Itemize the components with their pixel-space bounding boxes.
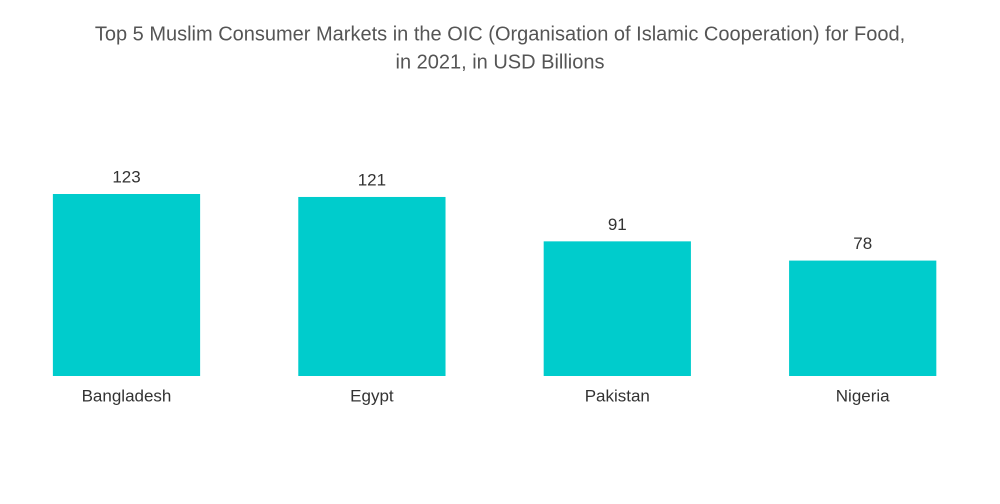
x-tick-label: Egypt — [350, 386, 394, 405]
bar — [52, 194, 201, 376]
chart-title: Top 5 Muslim Consumer Markets in the OIC… — [95, 23, 905, 45]
bar — [298, 196, 446, 376]
x-tick-label: Bangladesh — [82, 386, 172, 405]
bar — [543, 241, 691, 376]
chart-title: in 2021, in USD Billions — [396, 51, 605, 73]
value-label: 78 — [853, 234, 872, 253]
x-tick-label: Nigeria — [836, 386, 890, 405]
value-label: 91 — [608, 215, 627, 234]
value-label: 123 — [112, 167, 140, 186]
x-tick-label: Pakistan — [585, 386, 650, 405]
bar — [789, 260, 937, 376]
value-label: 121 — [358, 170, 386, 189]
